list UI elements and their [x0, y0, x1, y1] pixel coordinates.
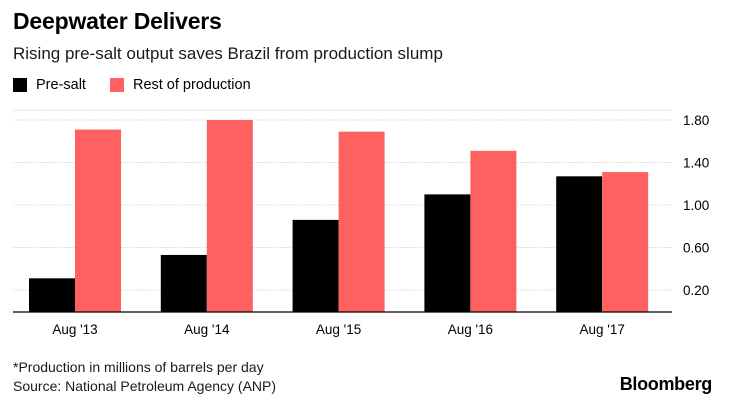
bar-rest-of-production [206, 120, 253, 312]
bar-rest-of-production [75, 129, 121, 312]
legend-swatch-rest-of-production [109, 78, 124, 92]
bar-pre-salt [556, 176, 603, 312]
source-note: Source: National Petroleum Agency (ANP) [13, 378, 277, 394]
y-tick-label: 1.40 [683, 156, 709, 171]
bar-rest-of-production [470, 150, 517, 312]
bar-pre-salt [160, 254, 207, 312]
legend-label-pre-salt: Pre-salt [36, 77, 86, 93]
bar-pre-salt [424, 194, 471, 312]
bar-rest-of-production [338, 131, 385, 312]
units-note: *Production in millions of barrels per d… [13, 359, 264, 375]
y-tick-label: 0.60 [683, 241, 709, 256]
x-tick-label: Aug '14 [184, 322, 230, 337]
legend-swatch-pre-salt [13, 78, 27, 92]
legend: Pre-salt Rest of production [13, 77, 275, 93]
chart-subtitle: Rising pre-salt output saves Brazil from… [13, 44, 443, 63]
legend-item-pre-salt: Pre-salt [13, 77, 86, 93]
x-tick-label: Aug '17 [580, 322, 625, 337]
chart-title: Deepwater Delivers [13, 8, 222, 34]
legend-item-rest-of-production: Rest of production [109, 77, 251, 93]
footnote: *Production in millions of barrels per d… [13, 358, 276, 396]
x-tick-label: Aug '15 [316, 322, 361, 337]
bar-chart: 1.80 1.40 1.00 0.60 0.20 Aug '13 Aug '14 Aug '1… [13, 109, 709, 337]
bloomberg-logo: Bloomberg [619, 374, 713, 394]
x-tick-label: Aug '13 [52, 322, 97, 337]
bar-pre-salt [292, 219, 339, 312]
y-tick-label: 1.80 [683, 113, 709, 128]
x-tick-label: Aug '16 [448, 322, 493, 337]
legend-label-rest-of-production: Rest of production [132, 77, 251, 93]
bar-pre-salt [29, 278, 75, 312]
bar-rest-of-production [602, 172, 649, 312]
y-tick-label: 0.20 [683, 283, 709, 298]
y-tick-label: 1.00 [683, 198, 709, 213]
